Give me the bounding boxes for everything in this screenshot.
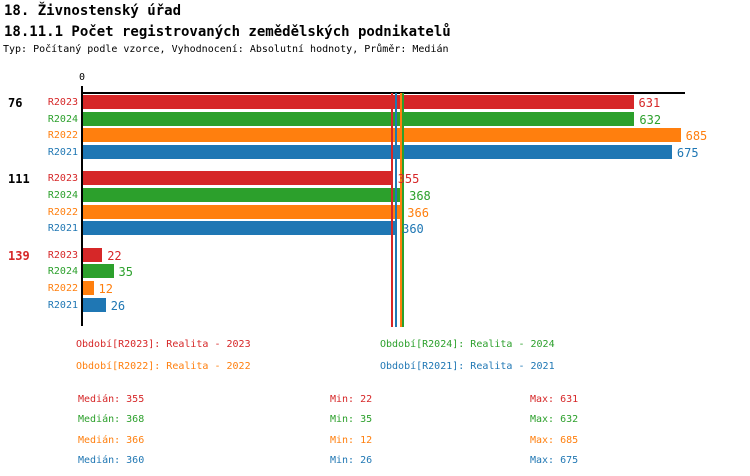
bar-value-label: 360 [402, 222, 424, 237]
bar-value-label: 366 [407, 205, 429, 220]
bar-value-label: 355 [397, 172, 420, 187]
bar-r2022 [83, 128, 681, 143]
median-line-r2021 [395, 93, 398, 327]
legend-item-r2022: Období[R2022]: Realita - 2022 [76, 361, 251, 372]
group-label: 76 [8, 96, 23, 110]
bar-value-label: 675 [676, 146, 699, 161]
bar-value-label: 35 [118, 265, 133, 280]
median-line-r2022 [400, 93, 403, 327]
stat-max-r2023: Max: 631 [530, 394, 579, 405]
median-line-r2023 [390, 93, 393, 327]
grouped-bar-chart: 0 76 R2023 631 R2024 632 R2022 685 R2021 675 111 R… [8, 72, 708, 327]
y-axis-line [81, 92, 83, 326]
x-axis-tick-mark [81, 86, 83, 93]
bar-r2023 [83, 95, 634, 109]
bar-row-label: R2023 [47, 249, 78, 261]
bar-r2021 [83, 297, 106, 312]
bar-row-label: R2021 [47, 299, 78, 311]
bar-value-label: 22 [107, 248, 122, 263]
bar-value-label: 632 [639, 112, 662, 127]
bar-row-label: R2024 [47, 113, 78, 125]
stat-median-r2021: Medián: 360 [78, 455, 145, 466]
report-meta-line: Typ: Počítaný podle vzorce, Vyhodnocení:… [3, 44, 449, 55]
bar-value-label: 26 [110, 298, 126, 313]
bar-row-label: R2024 [47, 190, 78, 201]
bar-r2024 [83, 264, 114, 279]
stat-median-r2024: Medián: 368 [78, 414, 145, 425]
bar-row-label: R2021 [47, 223, 78, 235]
report-subtitle: 18.11.1 Počet registrovaných zemědělskýc… [4, 24, 451, 40]
bar-r2023 [83, 171, 393, 186]
bar-r2024 [83, 111, 635, 126]
bar-value-label: 631 [638, 96, 661, 110]
stat-max-r2021: Max: 675 [530, 455, 579, 466]
stat-median-r2023: Medián: 355 [78, 394, 145, 405]
stat-min-r2022: Min: 12 [330, 435, 373, 446]
bar-r2023 [83, 247, 103, 262]
bar-value-label: 685 [685, 129, 708, 144]
stat-min-r2021: Min: 26 [330, 455, 373, 466]
stat-max-r2024: Max: 632 [530, 414, 579, 425]
bar-r2024 [83, 188, 405, 202]
bar-value-label: 368 [409, 189, 431, 203]
stat-median-r2022: Medián: 366 [78, 435, 145, 446]
median-line-r2024 [402, 93, 405, 327]
legend-item-r2024: Období[R2024]: Realita - 2024 [380, 339, 555, 350]
bar-row-label: R2022 [47, 130, 78, 142]
bar-r2022 [83, 281, 94, 295]
bar-r2022 [83, 204, 403, 219]
bar-row-label: R2024 [47, 266, 78, 278]
stat-min-r2024: Min: 35 [330, 414, 373, 425]
bar-row-label: R2021 [47, 147, 78, 159]
group-label: 139 [8, 248, 30, 263]
stat-max-r2022: Max: 685 [530, 435, 579, 446]
stat-min-r2023: Min: 22 [330, 394, 373, 405]
legend-item-r2021: Období[R2021]: Realita - 2021 [380, 361, 555, 372]
bar-row-label: R2022 [47, 283, 78, 294]
bar-r2021 [83, 221, 398, 236]
group-label: 111 [8, 172, 30, 187]
x-axis-tick-label-zero: 0 [78, 72, 86, 83]
bar-row-label: R2022 [47, 206, 78, 218]
bar-row-label: R2023 [47, 97, 78, 108]
report-title: 18. Živnostenský úřad [4, 3, 182, 19]
x-axis-line [82, 92, 685, 94]
bar-value-label: 12 [98, 282, 113, 296]
bar-row-label: R2023 [47, 173, 78, 185]
bar-r2021 [83, 145, 672, 160]
legend-item-r2023: Období[R2023]: Realita - 2023 [76, 339, 251, 350]
